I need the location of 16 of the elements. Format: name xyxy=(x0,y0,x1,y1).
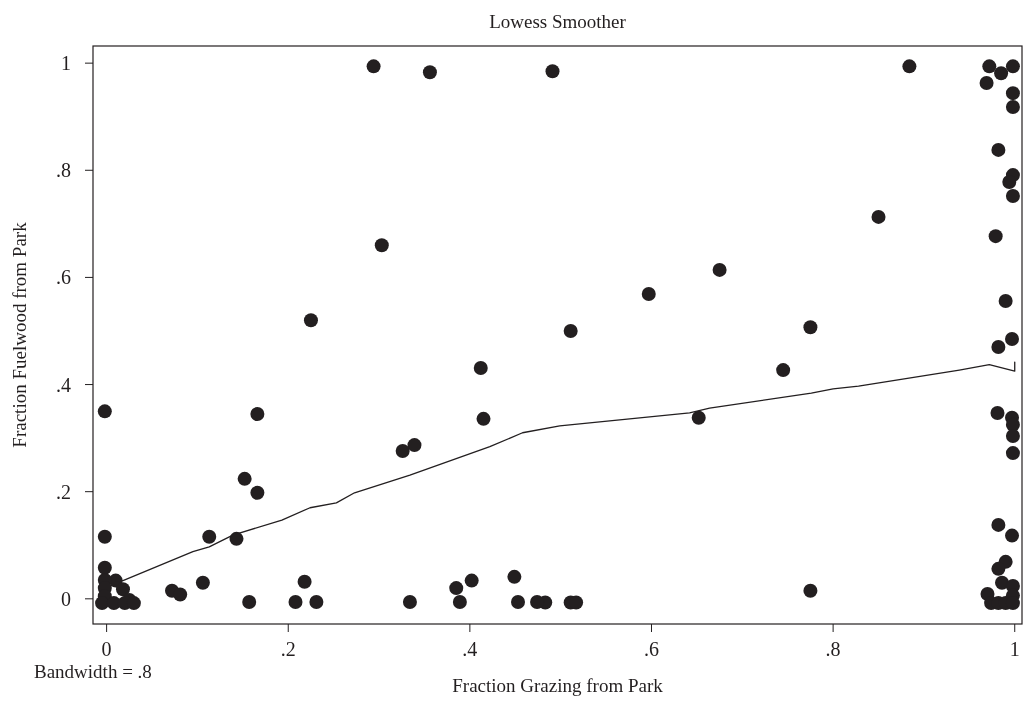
x-tick-label: .2 xyxy=(280,638,296,660)
y-tick-label: .8 xyxy=(56,159,71,182)
chart-title: Lowess Smoother xyxy=(489,11,627,32)
x-tick-label: .6 xyxy=(643,638,659,660)
y-tick-label: .6 xyxy=(56,266,71,289)
y-tick-label: .4 xyxy=(56,373,71,396)
text: Bandwidth = .8 xyxy=(34,661,152,682)
y-tick-label: .2 xyxy=(56,480,71,503)
y-tick-label: 1 xyxy=(61,52,71,75)
y-tick-label: 0 xyxy=(61,587,71,610)
y-axis-title: Fraction Fuelwood from Park xyxy=(9,221,30,448)
x-axis-title: Fraction Grazing from Park xyxy=(452,675,664,696)
x-tick-label: .8 xyxy=(825,638,841,660)
x-tick-label: .4 xyxy=(462,638,478,660)
x-tick-label: 0 xyxy=(101,638,112,660)
x-tick-label: 1 xyxy=(1009,638,1020,660)
